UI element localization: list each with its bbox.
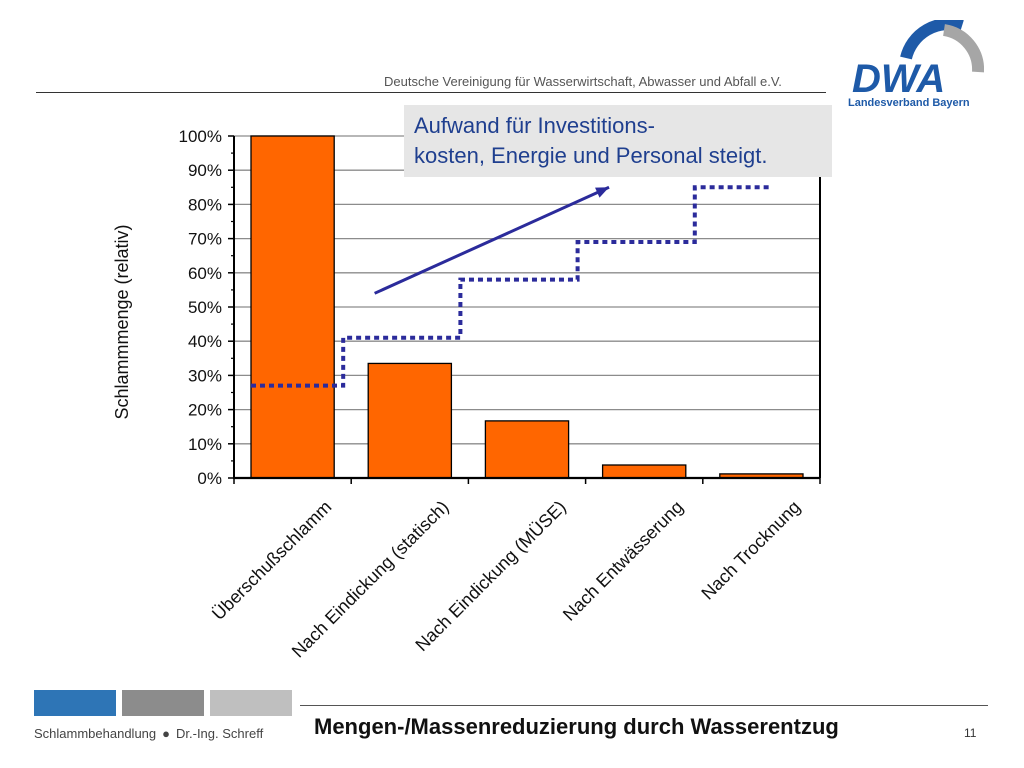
footer-topic: Schlammbehandlung — [34, 726, 157, 741]
footer-author: Dr.-Ing. Schreff — [176, 726, 264, 741]
trend-arrow-shaft — [374, 185, 610, 295]
y-tick-label: 100% — [179, 127, 222, 146]
footer-color-blocks — [34, 690, 294, 716]
page-number: 11 — [964, 726, 977, 740]
footer-rule — [300, 705, 988, 706]
callout-line-1: Aufwand für Investitions- — [414, 113, 655, 138]
y-tick-label: 10% — [188, 435, 222, 454]
y-axis: 0% 10% 20% 30% 40% 50% 60% 70% 80% 90% 100% — [179, 127, 235, 488]
x-tick-label: Nach Trocknung — [697, 497, 804, 604]
callout-line-2: kosten, Energie und Personal steigt. — [414, 143, 768, 168]
logo-subtitle: Landesverband Bayern — [848, 97, 970, 109]
header-rule — [36, 92, 826, 93]
y-tick-label: 60% — [188, 264, 222, 283]
organization-name: Deutsche Vereinigung für Wasserwirtschaf… — [384, 74, 782, 89]
effort-step-line-group — [251, 185, 772, 388]
trend-arrow-group — [374, 185, 610, 295]
footer-meta: Schlammbehandlung ● Dr.-Ing. Schreff — [34, 726, 263, 741]
y-axis-label: Schlammmenge (relativ) — [112, 224, 132, 419]
effort-step-line — [251, 185, 772, 388]
effort-callout: Aufwand für Investitions- kosten, Energi… — [404, 105, 832, 177]
y-tick-label: 80% — [188, 195, 222, 214]
logo-arc-grey — [942, 24, 984, 73]
footer-block-grey — [122, 690, 204, 716]
logo-text: DWA — [852, 57, 945, 101]
y-tick-label: 90% — [188, 161, 222, 180]
y-tick-label: 30% — [188, 366, 222, 385]
sludge-chart: 0% 10% 20% 30% 40% 50% 60% 70% 80% 90% 100% Übersc… — [112, 127, 821, 662]
footer-block-blue — [34, 690, 116, 716]
y-tick-label: 40% — [188, 332, 222, 351]
slide-title: Mengen-/Massenreduzierung durch Wasseren… — [314, 714, 839, 739]
y-tick-label: 50% — [188, 298, 222, 317]
bar — [484, 420, 570, 479]
dwa-logo: DWA Landesverband Bayern — [848, 20, 984, 109]
logo-arc-blue — [900, 20, 964, 60]
footer-block-lightgrey — [210, 690, 292, 716]
separator-dot: ● — [162, 726, 170, 741]
y-tick-label: 20% — [188, 401, 222, 420]
bar — [250, 135, 335, 479]
y-tick-label: 70% — [188, 230, 222, 249]
bar — [601, 464, 687, 479]
x-axis — [233, 476, 821, 484]
x-tick-label: Überschußschlamm — [208, 497, 335, 624]
trend-arrow-head — [595, 187, 610, 198]
x-tick-label: Nach Entwässerung — [559, 497, 687, 625]
bars — [250, 135, 804, 479]
y-tick-label: 0% — [197, 469, 222, 488]
bar — [367, 362, 453, 479]
